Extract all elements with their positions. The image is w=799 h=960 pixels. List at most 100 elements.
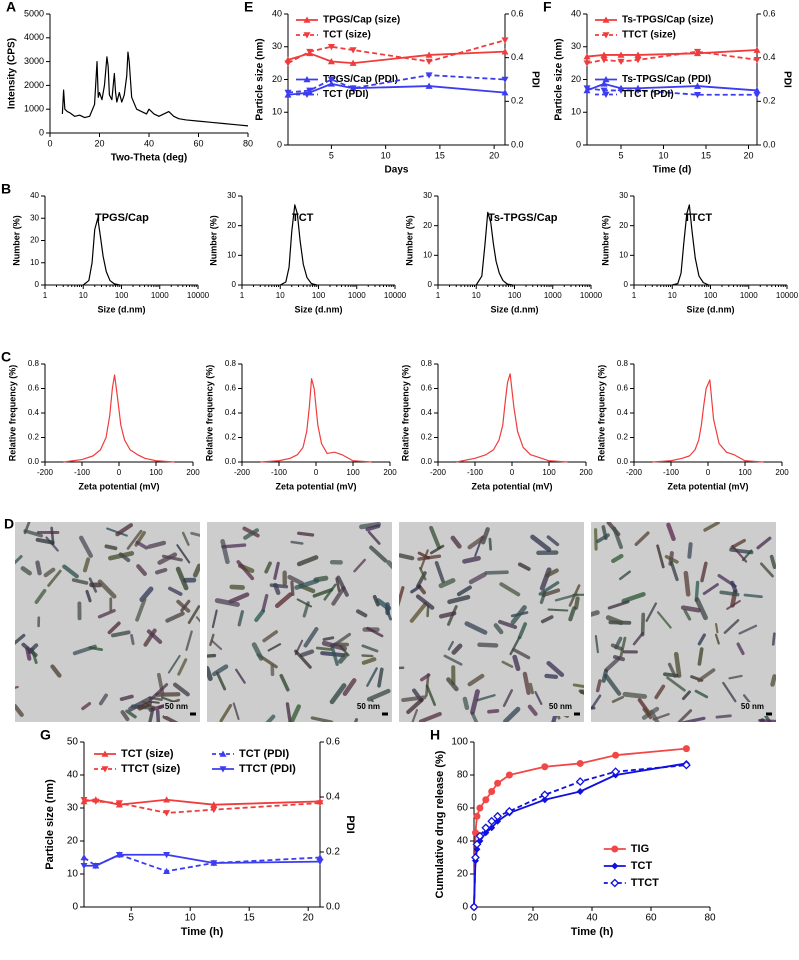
y-tick-label: 0.6 — [28, 384, 40, 393]
y-tick-label: 40 — [457, 836, 469, 847]
particle — [687, 542, 693, 559]
particle — [447, 640, 455, 651]
particle — [410, 585, 422, 594]
marker — [472, 839, 482, 849]
particle — [669, 561, 679, 582]
particle — [697, 633, 706, 646]
particle — [554, 593, 579, 602]
particle — [591, 610, 600, 617]
particle — [594, 635, 599, 654]
particle — [438, 611, 457, 619]
marker — [494, 817, 502, 825]
y-tick-label: 20 — [30, 236, 39, 245]
particle — [677, 709, 693, 722]
marker — [602, 76, 610, 83]
particle — [165, 611, 185, 623]
particle — [425, 684, 437, 706]
particle — [450, 535, 462, 549]
x-tick-label: 80 — [243, 138, 253, 148]
particle — [714, 633, 720, 645]
particle — [47, 569, 62, 587]
marker — [602, 91, 610, 98]
y2-tick-label: 0.4 — [511, 52, 524, 62]
particle — [137, 701, 152, 711]
particle — [110, 630, 131, 638]
particle — [545, 568, 559, 578]
particle — [243, 528, 260, 540]
particle — [79, 535, 94, 558]
panel-letter: A — [6, 0, 16, 15]
marker — [541, 763, 549, 771]
particle — [477, 642, 499, 648]
particle — [758, 718, 776, 722]
y-tick-label: 30 — [619, 191, 628, 200]
particle — [612, 655, 625, 662]
x-axis-label: Zeta potential (mV) — [471, 481, 552, 491]
particle — [632, 631, 645, 646]
tem-image — [207, 522, 392, 722]
particle — [365, 524, 381, 532]
legend-label: TCT (PDI) — [323, 89, 369, 100]
scale-bar-label: 50 nm — [165, 702, 188, 711]
particle — [339, 645, 350, 657]
particle — [215, 671, 227, 691]
particle — [108, 551, 135, 561]
marker — [694, 48, 701, 56]
particle — [409, 601, 428, 623]
series-line — [82, 217, 120, 286]
x-tick-label: -200 — [626, 468, 643, 477]
y-tick-label: 20 — [272, 74, 282, 84]
series-line — [672, 204, 709, 286]
series-line — [287, 74, 506, 94]
x-tick-label: 10 — [658, 150, 668, 160]
y-axis-label: Particle size (nm) — [44, 779, 56, 870]
particle — [673, 651, 682, 678]
particle — [274, 592, 293, 609]
x-tick-label: 20 — [303, 913, 315, 924]
particle — [185, 630, 193, 651]
particle — [294, 578, 320, 590]
particle — [591, 694, 602, 710]
particle — [418, 711, 442, 722]
particle — [399, 586, 405, 608]
y-tick-label: 0 — [624, 280, 629, 289]
particle — [269, 583, 289, 589]
marker — [504, 806, 514, 816]
legend-label: Ts-TPGS/Cap (PDI) — [622, 74, 711, 85]
panel-letter: B — [1, 181, 11, 197]
marker — [471, 853, 480, 862]
y2-tick-label: 0.2 — [326, 847, 340, 858]
particle — [219, 703, 233, 722]
particle — [527, 704, 538, 716]
particle — [338, 652, 348, 664]
marker — [583, 60, 591, 67]
marker — [583, 85, 591, 92]
particle — [456, 585, 472, 597]
marker — [425, 72, 433, 79]
y-tick-label: 0.8 — [225, 359, 237, 368]
legend-label: TCT (size) — [121, 748, 174, 760]
particle — [502, 689, 514, 707]
particle — [512, 648, 531, 660]
tem-texture — [591, 522, 776, 722]
marker — [163, 867, 171, 875]
marker — [327, 80, 335, 87]
particle — [528, 682, 535, 695]
particle — [697, 668, 716, 683]
particle — [546, 660, 565, 678]
particle — [130, 634, 135, 646]
particle — [468, 572, 487, 585]
particle — [694, 597, 708, 621]
y-axis-label: Number (%) — [404, 215, 414, 266]
particle — [323, 583, 337, 601]
particle — [128, 696, 153, 712]
particle — [211, 609, 218, 629]
x-tick-label: 0 — [471, 913, 477, 924]
particle — [544, 673, 559, 679]
x-tick-label: 1000 — [348, 291, 366, 300]
x-tick-label: -100 — [663, 468, 680, 477]
marker — [575, 777, 585, 787]
y-tick-label: 0.6 — [421, 384, 433, 393]
particle — [264, 561, 272, 574]
marker — [617, 51, 625, 58]
